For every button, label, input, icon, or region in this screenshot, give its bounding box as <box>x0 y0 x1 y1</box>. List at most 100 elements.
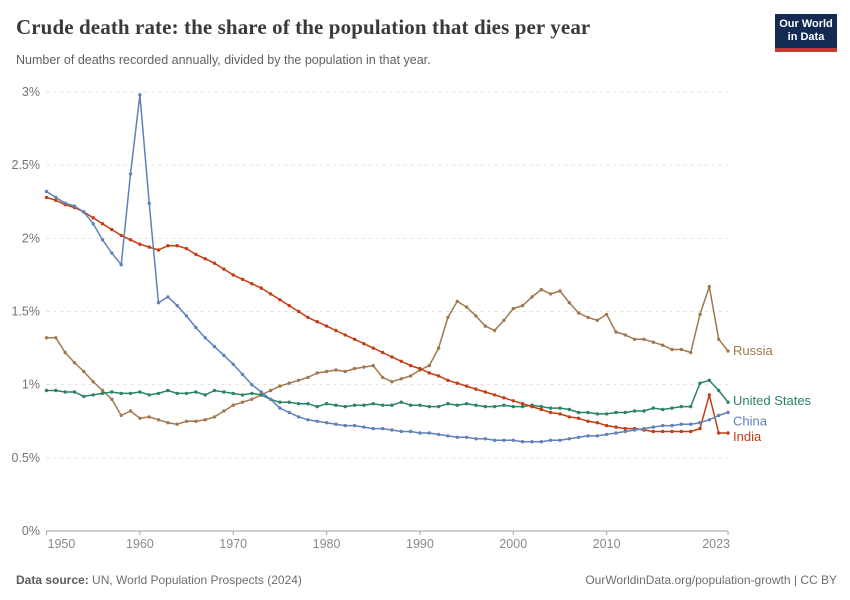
series-point-china <box>698 421 702 425</box>
series-point-china <box>548 438 553 442</box>
series-line-china[interactable] <box>46 94 729 443</box>
series-point-india <box>371 346 375 350</box>
owid-logo-line2: in Data <box>787 31 825 43</box>
series-point-china <box>483 437 487 441</box>
series-point-china <box>530 440 534 444</box>
series-point-russia <box>548 292 553 296</box>
series-point-russia <box>614 330 618 334</box>
series-point-china <box>408 429 413 434</box>
series-point-russia <box>390 380 394 384</box>
series-point-india <box>156 248 161 252</box>
series-point-russia <box>586 315 590 320</box>
series-point-china <box>362 425 366 429</box>
series-point-india <box>679 429 683 434</box>
series-point-russia <box>110 397 114 401</box>
series-point-united-states <box>147 393 151 397</box>
series-point-india <box>390 355 394 359</box>
series-point-india <box>464 384 469 388</box>
chart-footer: Data source: UN, World Population Prospe… <box>16 573 837 588</box>
series-point-united-states <box>390 403 394 407</box>
series-point-china <box>352 423 357 428</box>
series-point-russia <box>408 374 413 378</box>
series-point-india <box>268 292 273 296</box>
series-point-united-states <box>128 391 133 396</box>
series-point-china <box>175 303 179 308</box>
series-point-india <box>707 393 711 397</box>
series-point-china <box>707 418 711 422</box>
series-point-china <box>63 201 67 205</box>
series-point-united-states <box>614 410 618 415</box>
y-tick-label-1.5%: 1.5% <box>12 305 41 319</box>
series-point-india <box>119 233 123 238</box>
series-point-china <box>614 431 618 435</box>
series-point-india <box>54 198 58 202</box>
series-line-united-states[interactable] <box>46 379 729 415</box>
series-point-united-states <box>138 390 142 394</box>
series-point-united-states <box>63 390 67 394</box>
owid-logo[interactable]: Our World in Data <box>775 14 837 52</box>
series-point-united-states <box>679 404 683 409</box>
series-label-united-states[interactable]: United States <box>733 393 812 408</box>
series-point-united-states <box>380 403 385 407</box>
series-point-united-states <box>222 390 226 394</box>
series-point-united-states <box>91 393 95 397</box>
series-point-india <box>287 303 291 308</box>
series-point-united-states <box>231 391 235 396</box>
series-point-united-states <box>110 390 114 394</box>
series-point-china <box>371 426 375 431</box>
series-point-united-states <box>259 393 263 397</box>
x-tick-label-2010: 2010 <box>593 537 621 551</box>
x-tick-label-2023: 2023 <box>702 537 730 551</box>
series-point-india <box>455 381 459 385</box>
series-point-india <box>530 404 534 409</box>
series-point-russia <box>717 337 721 341</box>
series-point-india <box>502 396 506 400</box>
series-point-russia <box>175 422 179 426</box>
series-point-india <box>138 242 142 246</box>
line-chart-canvas: 0% 0.5% 1% 1.5% 2% 2.5% 3% 1950 1960 1970 1980 1990… <box>12 85 812 551</box>
series-point-united-states <box>240 393 245 397</box>
attribution-link[interactable]: OurWorldinData.org/population-growth | C… <box>585 573 837 587</box>
series-label-russia[interactable]: Russia <box>733 343 774 358</box>
series-point-india <box>492 393 497 397</box>
series-point-russia <box>595 318 599 322</box>
series-point-united-states <box>296 402 301 406</box>
data-source-text: UN, World Population Prospects (2024) <box>88 573 302 587</box>
series-point-china <box>455 435 459 439</box>
series-point-india <box>539 407 543 412</box>
series-point-united-states <box>287 400 291 404</box>
y-tick-label-2.5%: 2.5% <box>12 158 41 172</box>
series-point-china <box>390 428 394 432</box>
series-point-china <box>222 353 226 358</box>
series-point-russia <box>194 419 198 423</box>
series-point-china <box>315 419 319 423</box>
series-point-china <box>72 204 77 208</box>
series-label-china[interactable]: China <box>733 413 768 428</box>
series-point-united-states <box>44 388 49 393</box>
series-point-russia <box>334 368 338 372</box>
series-point-china <box>604 432 609 437</box>
series-label-india[interactable]: India <box>733 429 762 444</box>
series-point-russia <box>278 384 282 388</box>
series-point-united-states <box>334 403 338 407</box>
series-point-russia <box>492 328 497 333</box>
series-line-india[interactable] <box>46 196 729 434</box>
series-point-india <box>128 238 133 242</box>
series-point-united-states <box>623 410 627 415</box>
chart-subtitle: Number of deaths recorded annually, divi… <box>16 53 431 67</box>
series-point-india <box>399 359 403 363</box>
series-point-russia <box>446 315 450 320</box>
series-point-india <box>689 429 693 434</box>
series-point-india <box>343 333 347 337</box>
series-point-china <box>240 372 245 377</box>
series-point-russia <box>166 421 170 425</box>
series-point-china <box>511 438 515 442</box>
data-source-note: Data source: UN, World Population Prospe… <box>16 573 302 588</box>
series-point-united-states <box>520 404 525 409</box>
series-point-india <box>474 387 478 391</box>
series-point-russia <box>567 301 571 305</box>
series-point-russia <box>352 366 357 371</box>
series-point-india <box>698 426 702 431</box>
series-point-russia <box>250 397 254 401</box>
series-point-russia <box>212 415 217 419</box>
